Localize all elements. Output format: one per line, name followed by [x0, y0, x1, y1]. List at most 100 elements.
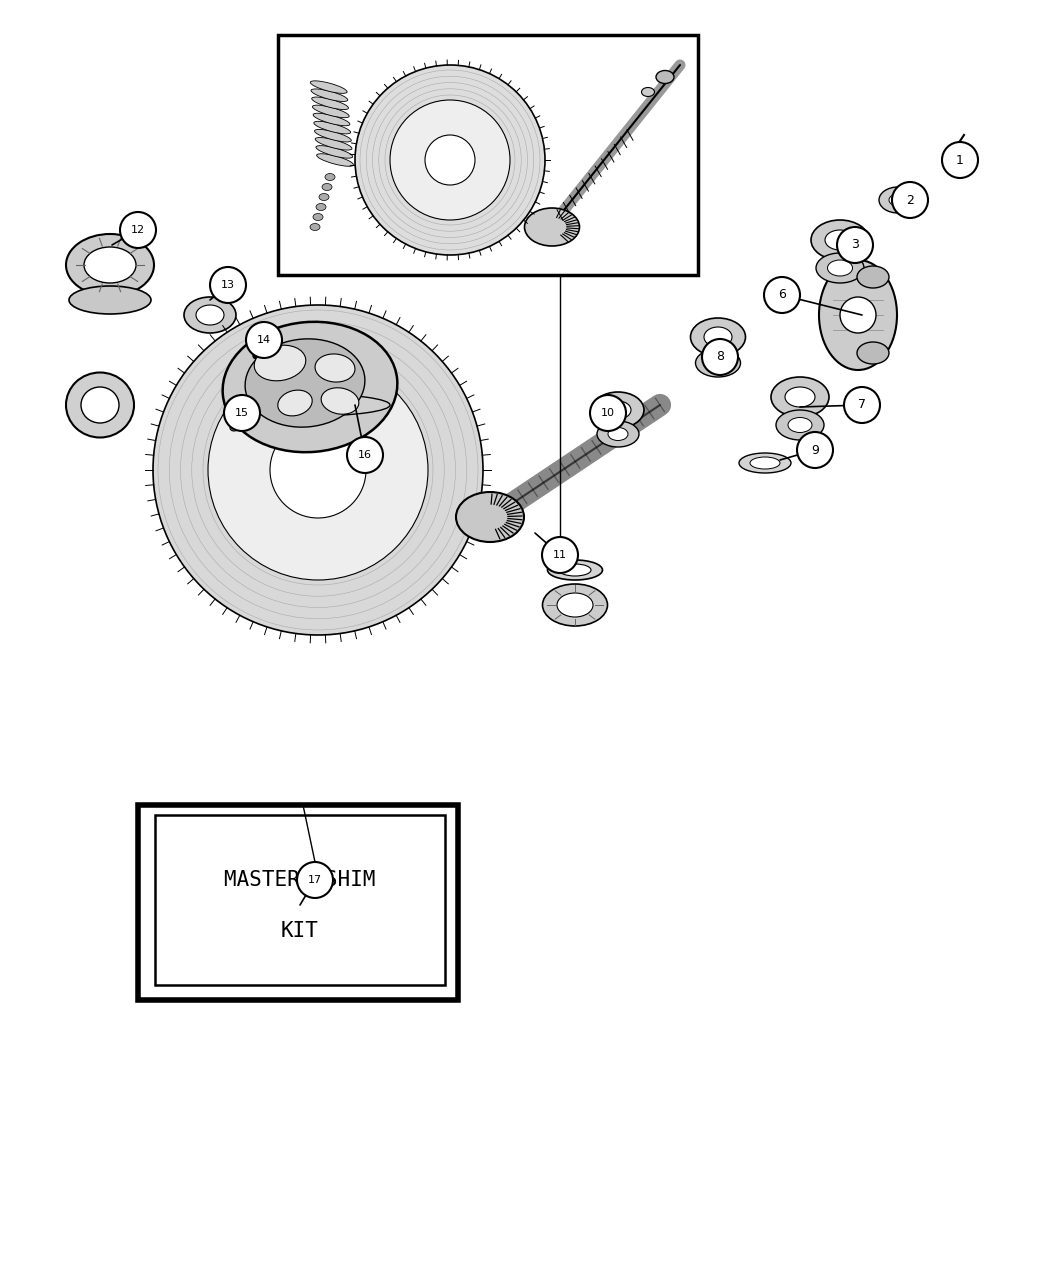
Ellipse shape [314, 121, 351, 134]
Ellipse shape [311, 80, 348, 93]
Ellipse shape [879, 187, 917, 213]
Ellipse shape [313, 113, 350, 126]
Ellipse shape [311, 89, 348, 102]
Ellipse shape [317, 154, 354, 166]
Text: 6: 6 [778, 288, 786, 301]
Text: 10: 10 [601, 408, 615, 418]
Ellipse shape [608, 427, 628, 440]
Ellipse shape [597, 421, 639, 448]
Ellipse shape [315, 354, 355, 382]
Ellipse shape [321, 388, 359, 414]
Ellipse shape [695, 349, 740, 377]
Circle shape [542, 537, 578, 572]
Circle shape [270, 422, 366, 518]
Circle shape [942, 142, 978, 179]
Text: 3: 3 [852, 238, 859, 251]
Circle shape [153, 305, 483, 635]
Ellipse shape [543, 584, 608, 626]
Text: 7: 7 [858, 399, 866, 412]
Ellipse shape [776, 411, 824, 440]
Text: 1: 1 [957, 153, 964, 167]
Ellipse shape [230, 425, 238, 431]
Ellipse shape [184, 297, 236, 333]
Ellipse shape [66, 372, 134, 437]
Text: 11: 11 [553, 550, 567, 560]
Text: 12: 12 [131, 224, 145, 235]
Ellipse shape [642, 88, 654, 97]
Ellipse shape [278, 390, 312, 416]
Ellipse shape [750, 456, 780, 469]
Circle shape [797, 432, 833, 468]
Ellipse shape [196, 305, 224, 325]
Circle shape [208, 360, 428, 580]
Ellipse shape [827, 260, 853, 275]
Text: 16: 16 [358, 450, 372, 460]
Ellipse shape [547, 560, 603, 580]
Ellipse shape [245, 339, 365, 427]
Circle shape [764, 277, 800, 312]
Circle shape [892, 182, 928, 218]
Text: 15: 15 [235, 408, 249, 418]
Text: 14: 14 [257, 335, 271, 346]
Ellipse shape [326, 173, 335, 181]
Ellipse shape [704, 326, 732, 347]
Text: MASTER  SHIM: MASTER SHIM [225, 870, 376, 890]
Circle shape [390, 99, 510, 221]
Ellipse shape [319, 194, 329, 200]
Ellipse shape [788, 417, 812, 432]
Ellipse shape [771, 377, 830, 417]
Ellipse shape [857, 266, 889, 288]
Bar [278, 34, 698, 275]
Ellipse shape [825, 230, 855, 250]
Circle shape [224, 395, 260, 431]
Ellipse shape [559, 564, 591, 576]
Text: 9: 9 [811, 444, 819, 456]
Ellipse shape [313, 105, 350, 117]
Ellipse shape [253, 353, 261, 360]
Ellipse shape [785, 388, 815, 407]
Ellipse shape [605, 402, 631, 419]
Ellipse shape [691, 317, 745, 356]
Text: 2: 2 [906, 194, 914, 207]
Ellipse shape [69, 286, 151, 314]
Text: 17: 17 [308, 875, 322, 885]
Circle shape [355, 65, 545, 255]
Ellipse shape [525, 208, 580, 246]
Circle shape [297, 862, 333, 898]
Circle shape [590, 395, 626, 431]
Circle shape [837, 227, 873, 263]
Ellipse shape [315, 130, 352, 142]
Text: 13: 13 [220, 280, 235, 289]
Ellipse shape [230, 394, 390, 416]
Ellipse shape [456, 492, 524, 542]
Ellipse shape [316, 204, 326, 210]
Bar [138, 805, 458, 1000]
Circle shape [840, 297, 876, 333]
Ellipse shape [592, 391, 644, 428]
Ellipse shape [816, 252, 864, 283]
Circle shape [120, 212, 156, 249]
Ellipse shape [254, 346, 306, 381]
Ellipse shape [811, 221, 869, 260]
Text: KIT: KIT [281, 921, 319, 941]
Circle shape [425, 135, 475, 185]
Ellipse shape [81, 388, 119, 423]
Ellipse shape [322, 184, 332, 190]
Ellipse shape [84, 247, 136, 283]
Ellipse shape [857, 342, 889, 363]
Circle shape [246, 323, 282, 358]
Circle shape [844, 388, 880, 423]
Ellipse shape [707, 356, 729, 370]
Text: 8: 8 [716, 351, 724, 363]
Ellipse shape [819, 260, 897, 370]
Circle shape [346, 437, 383, 473]
Ellipse shape [313, 213, 323, 221]
Ellipse shape [223, 321, 397, 453]
Ellipse shape [310, 223, 320, 231]
Ellipse shape [66, 235, 154, 296]
Circle shape [210, 266, 246, 303]
Ellipse shape [556, 593, 593, 617]
Ellipse shape [739, 453, 791, 473]
Ellipse shape [945, 147, 959, 159]
Ellipse shape [656, 70, 674, 83]
